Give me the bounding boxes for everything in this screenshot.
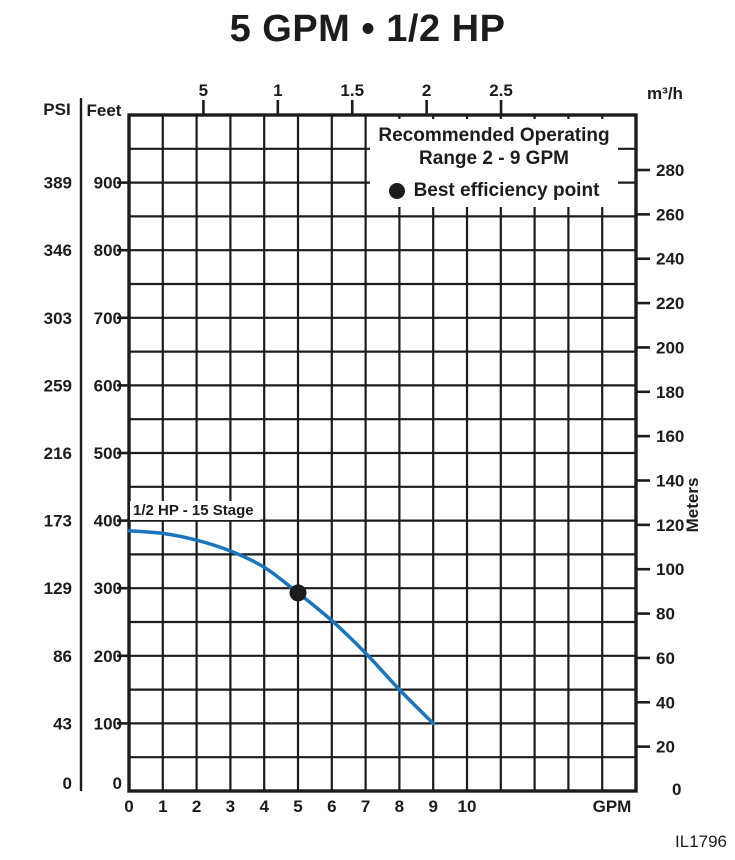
legend: Recommended Operating Range 2 - 9 GPM Be… (370, 119, 618, 207)
psi-tick-label: 259 (44, 376, 72, 395)
meters-tick-label: 160 (656, 427, 684, 446)
gpm-tick-label: 0 (124, 797, 133, 816)
best-efficiency-point-marker (289, 584, 307, 602)
meters-tick-label: 260 (656, 205, 684, 224)
gpm-tick-label: 4 (259, 797, 269, 816)
m3h-tick-label: 1 (273, 81, 282, 100)
feet-tick-label: 0 (113, 774, 122, 793)
gpm-tick-label: 5 (293, 797, 302, 816)
best-efficiency-point-icon (388, 182, 405, 199)
feet-tick-label: 500 (94, 444, 122, 463)
m3h-axis-title: m³/h (647, 84, 683, 103)
gpm-tick-label: 3 (226, 797, 235, 816)
figure-title: 5 GPM • 1/2 HP (229, 8, 506, 50)
meters-tick-label: 280 (656, 161, 684, 180)
psi-tick-label: 129 (44, 579, 72, 598)
psi-tick-label: 346 (44, 241, 72, 260)
legend-bep-row: Best efficiency point (370, 179, 618, 202)
feet-tick-label: 200 (94, 647, 122, 666)
meters-tick-label: 40 (656, 693, 675, 712)
meters-tick-label: 140 (656, 472, 684, 491)
meters-tick-label: 100 (656, 560, 684, 579)
meters-tick-label: 200 (656, 338, 684, 357)
psi-tick-label: 303 (44, 309, 72, 328)
feet-tick-label: 900 (94, 174, 122, 193)
gpm-axis-title: GPM (593, 797, 632, 816)
feet-tick-label: 400 (94, 512, 122, 531)
gpm-tick-label: 1 (158, 797, 167, 816)
meters-tick-label: 120 (656, 516, 684, 535)
feet-tick-label: 100 (94, 714, 122, 733)
psi-tick-label: 173 (44, 512, 72, 531)
legend-bep-label: Best efficiency point (413, 180, 600, 201)
feet-tick-label: 600 (94, 376, 122, 395)
curve-label: 1/2 HP - 15 Stage (130, 501, 260, 520)
figure-code: IL1796 (675, 832, 727, 851)
pump-curve (127, 528, 435, 726)
legend-title-line2: Range 2 - 9 GPM (419, 148, 569, 169)
gpm-tick-label: 8 (395, 797, 404, 816)
feet-tick-label: 800 (94, 241, 122, 260)
m3h-tick-label: 2.5 (489, 81, 513, 100)
meters-tick-label: 180 (656, 383, 684, 402)
m3h-tick-label: 1.5 (340, 81, 364, 100)
meters-tick-label: 20 (656, 738, 675, 757)
m3h-tick-label: 5 (199, 81, 208, 100)
meters-tick-label: 220 (656, 294, 684, 313)
psi-tick-label: 0 (63, 774, 72, 793)
chart-generated-layer: 0 1 2 3 4 5 6 7 8 9 105 1 1.5 2 2.50010043200863001294… (44, 81, 685, 816)
meters-axis-title: Meters (683, 478, 702, 533)
m3h-tick-label: 2 (422, 81, 431, 100)
gpm-tick-label: 6 (327, 797, 336, 816)
psi-axis-title: PSI (43, 100, 70, 119)
legend-title-line1: Recommended Operating (378, 125, 610, 146)
feet-tick-label: 700 (94, 309, 122, 328)
meters-tick-label: 80 (656, 605, 675, 624)
gpm-tick-label: 10 (458, 797, 477, 816)
feet-axis-title: Feet (87, 101, 122, 120)
psi-tick-label: 216 (44, 444, 72, 463)
gpm-tick-label: 7 (361, 797, 370, 816)
psi-tick-label: 389 (44, 174, 72, 193)
psi-tick-label: 43 (53, 714, 72, 733)
gpm-tick-label: 9 (428, 797, 437, 816)
psi-tick-label: 86 (53, 647, 72, 666)
feet-tick-label: 300 (94, 579, 122, 598)
meters-tick-label: 0 (672, 780, 681, 799)
meters-tick-label: 240 (656, 250, 684, 269)
meters-tick-label: 60 (656, 649, 675, 668)
gpm-tick-label: 2 (192, 797, 201, 816)
